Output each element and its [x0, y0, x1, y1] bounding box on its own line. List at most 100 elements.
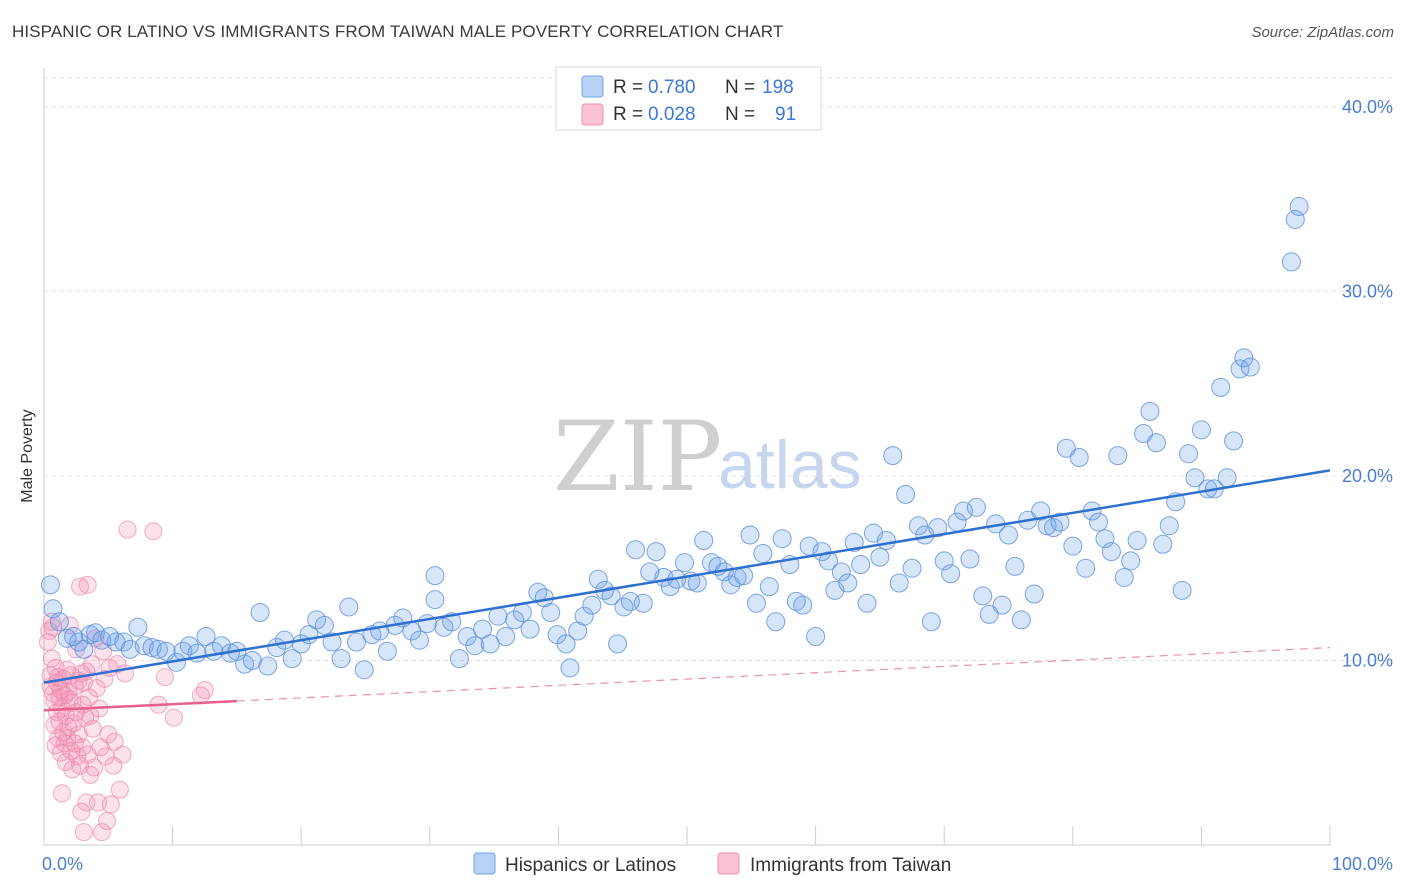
data-point-hispanic — [496, 626, 516, 646]
data-point-hispanic — [258, 656, 278, 676]
data-point-hispanic — [120, 639, 140, 659]
series-immigrants-from-taiwan — [38, 520, 214, 842]
data-point-hispanic — [512, 603, 532, 622]
legend-swatch-pink — [581, 103, 604, 126]
x-tick-label: 0.0% — [42, 854, 83, 874]
data-point-hispanic — [1191, 420, 1211, 440]
data-point-hispanic — [896, 484, 916, 504]
data-point-hispanic — [1185, 468, 1205, 488]
data-point-hispanic — [314, 615, 334, 635]
x-tick-label: 100.0% — [1332, 854, 1393, 874]
data-point-hispanic — [1234, 348, 1254, 368]
data-point-hispanic — [1285, 209, 1305, 229]
data-point-hispanic — [870, 547, 890, 567]
data-point-hispanic — [921, 612, 941, 632]
data-point-taiwan — [71, 577, 90, 596]
data-point-hispanic — [660, 577, 680, 597]
bottom-legend-swatch-blue — [473, 852, 496, 875]
y-tick-label: 10.0% — [1342, 650, 1393, 670]
data-point-taiwan — [95, 669, 114, 688]
legend-swatch-blue — [581, 75, 604, 98]
data-point-hispanic — [753, 543, 773, 563]
data-point-hispanic — [614, 597, 634, 617]
chart-title: HISPANIC OR LATINO VS IMMIGRANTS FROM TA… — [12, 22, 784, 41]
data-point-hispanic — [588, 569, 608, 589]
data-point-taiwan — [108, 655, 127, 674]
data-point-hispanic — [799, 536, 819, 556]
data-point-taiwan — [92, 823, 111, 842]
data-point-taiwan — [195, 681, 214, 699]
legend-r-value-1: 0.780 — [648, 77, 696, 98]
data-point-hispanic — [339, 597, 359, 617]
data-point-hispanic — [979, 604, 999, 624]
data-point-taiwan — [64, 714, 83, 733]
data-point-hispanic — [1063, 536, 1083, 556]
trend-line-taiwan-dashed — [236, 646, 1331, 702]
data-point-hispanic — [57, 628, 77, 648]
bottom-legend: Hispanics or Latinos Immigrants from Tai… — [473, 852, 951, 876]
data-point-hispanic — [85, 623, 105, 643]
data-point-taiwan — [98, 812, 117, 831]
data-point-hispanic — [331, 649, 351, 669]
data-point-hispanic — [1076, 558, 1096, 578]
data-point-hispanic — [721, 575, 741, 595]
data-point-hispanic — [142, 638, 162, 658]
data-point-hispanic — [114, 632, 134, 652]
data-point-hispanic — [1224, 431, 1244, 451]
data-point-hispanic — [941, 564, 961, 584]
data-point-hispanic — [282, 649, 302, 669]
data-point-hispanic — [148, 639, 168, 659]
data-point-hispanic — [844, 532, 864, 552]
data-point-hispanic — [346, 632, 366, 652]
data-point-hispanic — [520, 619, 540, 639]
data-point-hispanic — [1179, 444, 1199, 464]
axes — [43, 68, 1331, 846]
x-tick-labels: 0.0% 100.0% — [42, 854, 1393, 874]
data-point-taiwan — [42, 649, 61, 668]
data-point-hispanic — [1056, 438, 1076, 458]
data-point-hispanic — [740, 525, 760, 545]
data-point-hispanic — [902, 558, 922, 578]
series-hispanics-or-latinos — [40, 197, 1309, 680]
legend-r-value-2: 0.028 — [648, 104, 696, 125]
data-point-hispanic — [831, 562, 851, 582]
data-point-taiwan — [99, 725, 118, 744]
data-point-hispanic — [505, 610, 525, 630]
trend-line-taiwan-solid — [43, 699, 237, 712]
data-point-hispanic — [793, 595, 813, 615]
data-point-hispanic — [640, 562, 660, 582]
data-point-hispanic — [818, 551, 838, 571]
data-point-taiwan — [85, 758, 104, 777]
data-point-hispanic — [1240, 357, 1260, 377]
data-point-hispanic — [377, 641, 397, 661]
data-point-taiwan — [74, 823, 93, 842]
data-point-hispanic — [354, 660, 374, 680]
data-point-hispanic — [1050, 512, 1070, 532]
data-point-hispanic — [1114, 567, 1134, 587]
legend-n-value-1: 198 — [762, 77, 794, 98]
data-point-taiwan — [113, 745, 132, 764]
legend-r-label-2: R = — [613, 104, 643, 125]
data-point-hispanic — [746, 593, 766, 613]
legend: R = 0.780 N = 198 R = 0.028 N = 91 — [555, 66, 822, 131]
data-point-hispanic — [1159, 516, 1179, 536]
data-point-hispanic — [857, 593, 877, 613]
data-point-hispanic — [1024, 584, 1044, 604]
data-point-hispanic — [574, 606, 594, 626]
data-point-hispanic — [626, 540, 646, 560]
data-point-taiwan — [80, 688, 99, 707]
data-point-hispanic — [425, 566, 445, 586]
data-point-taiwan — [83, 719, 102, 738]
data-point-hispanic — [425, 590, 445, 610]
data-point-hispanic — [1211, 377, 1231, 397]
data-point-hispanic — [999, 525, 1018, 545]
data-point-hispanic — [134, 636, 154, 656]
y-tick-label: 20.0% — [1342, 466, 1393, 486]
data-point-hispanic — [40, 575, 60, 595]
data-point-taiwan — [59, 717, 78, 736]
data-point-hispanic — [1089, 512, 1109, 532]
data-point-taiwan — [82, 655, 101, 674]
data-point-taiwan — [78, 575, 97, 594]
data-point-hispanic — [410, 630, 430, 650]
trend-lines — [43, 469, 1331, 712]
